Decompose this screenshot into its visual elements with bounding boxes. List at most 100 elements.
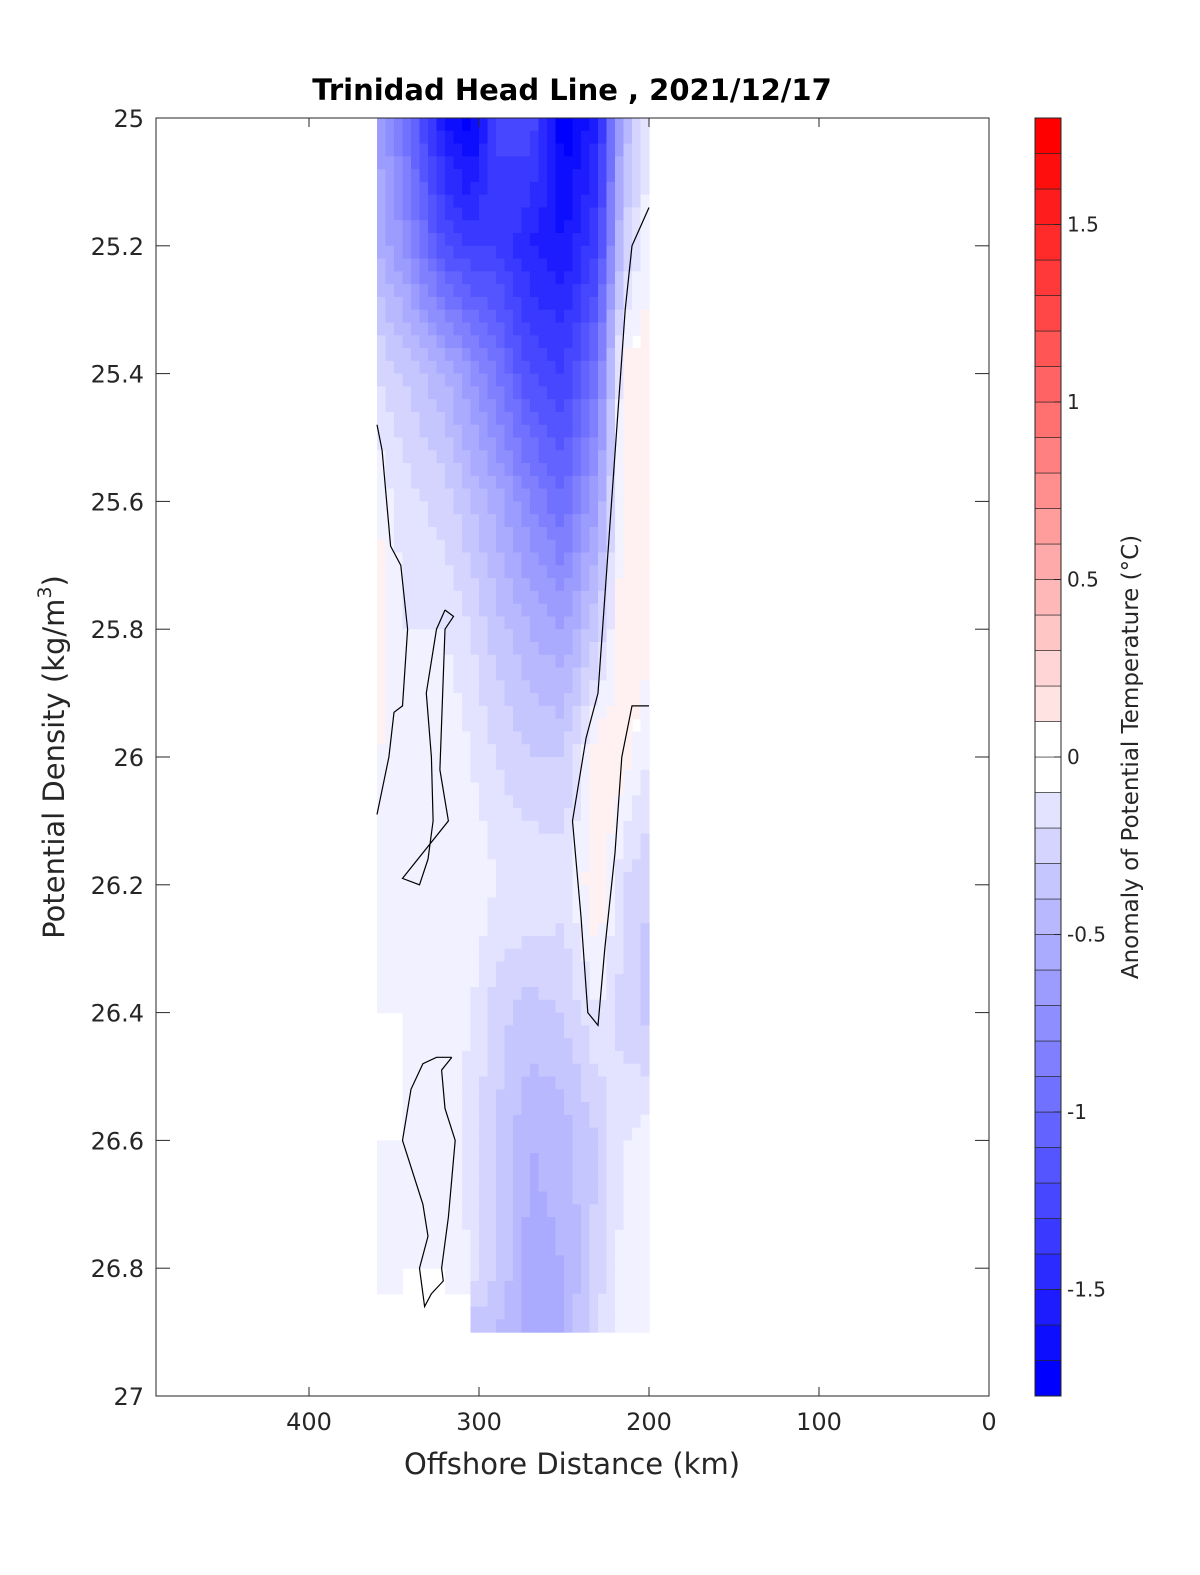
anomaly-cell: [394, 1191, 404, 1205]
anomaly-cell: [445, 884, 455, 899]
anomaly-cell: [572, 603, 582, 618]
anomaly-cell: [581, 987, 591, 1001]
anomaly-cell: [640, 322, 650, 336]
anomaly-cell: [555, 731, 565, 745]
anomaly-cell: [640, 1114, 650, 1129]
anomaly-cell: [640, 386, 650, 400]
anomaly-cell: [598, 1280, 608, 1295]
anomaly-cell: [445, 872, 455, 886]
anomaly-cell: [394, 808, 404, 822]
anomaly-cell: [640, 948, 650, 963]
anomaly-cell: [411, 526, 421, 541]
anomaly-cell: [504, 782, 514, 796]
anomaly-cell: [615, 846, 625, 860]
anomaly-cell: [411, 233, 421, 247]
anomaly-cell: [632, 207, 642, 221]
anomaly-cell: [496, 1191, 506, 1205]
anomaly-cell: [385, 808, 395, 822]
anomaly-cell: [445, 194, 455, 209]
anomaly-cell: [623, 667, 633, 681]
anomaly-cell: [530, 156, 540, 170]
anomaly-cell: [445, 1127, 455, 1141]
anomaly-cell: [615, 948, 625, 963]
anomaly-cell: [623, 897, 633, 911]
anomaly-cell: [462, 1217, 472, 1231]
anomaly-cell: [572, 284, 582, 298]
anomaly-cell: [504, 935, 514, 950]
y-axis-label-main: Potential Density (kg/m: [37, 599, 71, 939]
anomaly-cell: [564, 782, 574, 796]
anomaly-cell: [487, 309, 497, 324]
anomaly-cell: [394, 718, 404, 733]
anomaly-cell: [436, 987, 446, 1001]
anomaly-cell: [504, 514, 514, 528]
anomaly-cell: [385, 501, 395, 515]
anomaly-cell: [547, 1306, 557, 1320]
anomaly-cell: [547, 143, 557, 157]
anomaly-cell: [538, 181, 548, 196]
anomaly-cell: [445, 1217, 455, 1231]
anomaly-cell: [462, 386, 472, 400]
anomaly-cell: [504, 1114, 514, 1129]
anomaly-cell: [504, 974, 514, 988]
anomaly-cell: [470, 705, 480, 720]
anomaly-cell: [402, 578, 412, 592]
anomaly-cell: [470, 118, 480, 132]
anomaly-cell: [470, 386, 480, 400]
anomaly-cell: [504, 488, 514, 502]
anomaly-cell: [581, 1319, 591, 1333]
anomaly-cell: [377, 769, 387, 784]
anomaly-cell: [487, 578, 497, 592]
anomaly-cell: [564, 565, 574, 579]
colorbar-tick-label: 0: [1067, 745, 1080, 769]
anomaly-cell: [411, 284, 421, 298]
anomaly-cell: [521, 130, 531, 145]
anomaly-cell: [385, 143, 395, 157]
anomaly-cell: [394, 501, 404, 515]
anomaly-cell: [470, 181, 480, 196]
anomaly-cell: [632, 424, 642, 439]
anomaly-cell: [419, 488, 429, 502]
anomaly-cell: [428, 373, 438, 387]
anomaly-cell: [547, 258, 557, 272]
anomaly-cell: [640, 169, 650, 183]
anomaly-cell: [555, 1114, 565, 1129]
anomaly-cell: [504, 565, 514, 579]
anomaly-cell: [640, 1050, 650, 1065]
anomaly-cell: [555, 399, 565, 413]
anomaly-cell: [598, 348, 608, 362]
anomaly-cell: [581, 795, 591, 809]
anomaly-cell: [513, 1217, 523, 1231]
anomaly-cell: [487, 833, 497, 848]
anomaly-cell: [479, 552, 489, 566]
anomaly-cell: [513, 194, 523, 209]
anomaly-cell: [419, 156, 429, 170]
anomaly-cell: [640, 565, 650, 579]
anomaly-cell: [436, 399, 446, 413]
anomaly-cell: [419, 999, 429, 1014]
anomaly-cell: [445, 1140, 455, 1154]
anomaly-cell: [453, 526, 463, 541]
anomaly-cell: [589, 296, 599, 311]
anomaly-cell: [402, 181, 412, 196]
anomaly-cell: [598, 552, 608, 566]
anomaly-cell: [555, 258, 565, 272]
anomaly-cell: [445, 271, 455, 285]
anomaly-cell: [564, 118, 574, 132]
anomaly-cell: [606, 1025, 616, 1039]
anomaly-cell: [377, 322, 387, 336]
anomaly-cell: [385, 846, 395, 860]
anomaly-cell: [598, 424, 608, 439]
anomaly-cell: [394, 629, 404, 643]
anomaly-cell: [428, 552, 438, 566]
anomaly-cell: [453, 1165, 463, 1180]
anomaly-cell: [487, 859, 497, 873]
anomaly-cell: [538, 1293, 548, 1308]
anomaly-cell: [504, 233, 514, 247]
anomaly-cell: [547, 795, 557, 809]
anomaly-cell: [402, 220, 412, 234]
anomaly-cell: [589, 616, 599, 630]
anomaly-cell: [615, 923, 625, 937]
anomaly-cell: [606, 424, 616, 439]
anomaly-cell: [479, 1089, 489, 1103]
